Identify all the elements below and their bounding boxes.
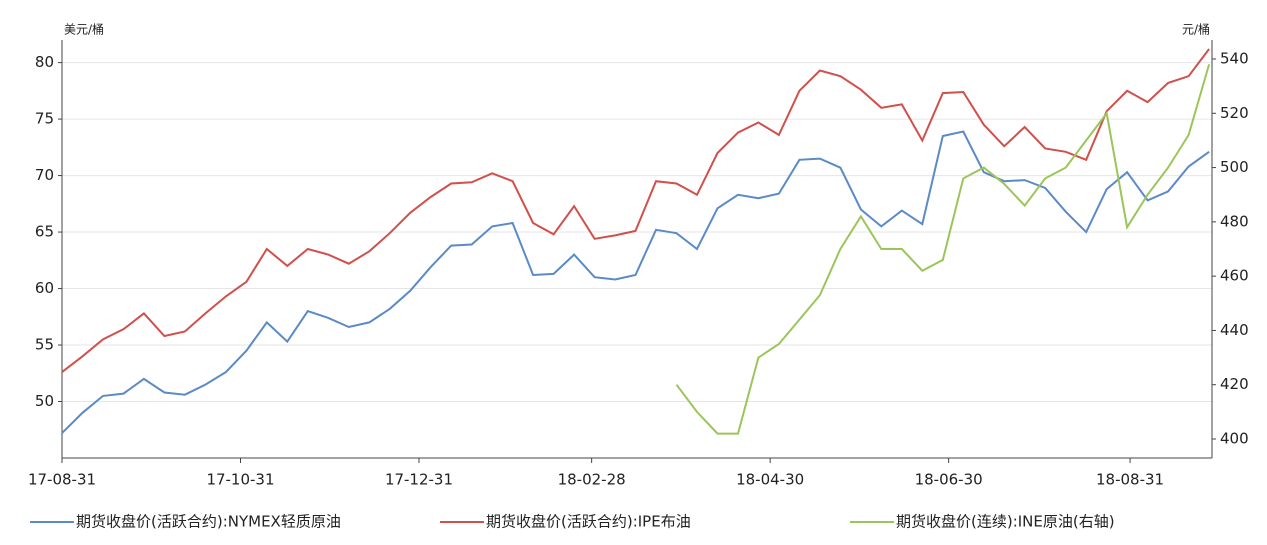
x-tick-label: 18-06-30 (915, 471, 983, 489)
series-line (675, 64, 1211, 435)
x-tick-label: 18-02-28 (558, 471, 626, 489)
legend-label: 期货收盘价(活跃合约):NYMEX轻质原油 (76, 513, 341, 531)
y2-tick-label: 520 (1220, 104, 1249, 122)
y2-tick-label: 440 (1220, 321, 1249, 339)
y2-axis-unit: 元/桶 (1182, 22, 1210, 37)
y2-tick-label: 500 (1220, 158, 1249, 176)
x-tick-label: 18-04-30 (736, 471, 804, 489)
series-line (61, 48, 1210, 373)
y-tick-label: 55 (35, 336, 54, 354)
y2-tick-label: 460 (1220, 267, 1249, 285)
y2-tick-label: 480 (1220, 212, 1249, 230)
y-tick-label: 50 (35, 392, 54, 410)
x-tick-label: 17-08-31 (28, 471, 96, 489)
y-axis-unit: 美元/桶 (64, 22, 104, 37)
legend-label: 期货收盘价(活跃合约):IPE布油 (486, 513, 691, 531)
y2-tick-label: 540 (1220, 50, 1249, 68)
y-tick-label: 75 (35, 110, 54, 128)
y-tick-label: 65 (35, 223, 54, 241)
y2-tick-label: 400 (1220, 430, 1249, 448)
y-tick-label: 70 (35, 166, 54, 184)
series-line (61, 130, 1210, 434)
x-tick-label: 17-10-31 (206, 471, 274, 489)
x-tick-label: 18-08-31 (1096, 471, 1164, 489)
legend-label: 期货收盘价(连续):INE原油(右轴) (896, 513, 1115, 531)
y-tick-label: 60 (35, 279, 54, 297)
y2-tick-label: 420 (1220, 375, 1249, 393)
y-tick-label: 80 (35, 53, 54, 71)
x-tick-label: 17-12-31 (385, 471, 453, 489)
